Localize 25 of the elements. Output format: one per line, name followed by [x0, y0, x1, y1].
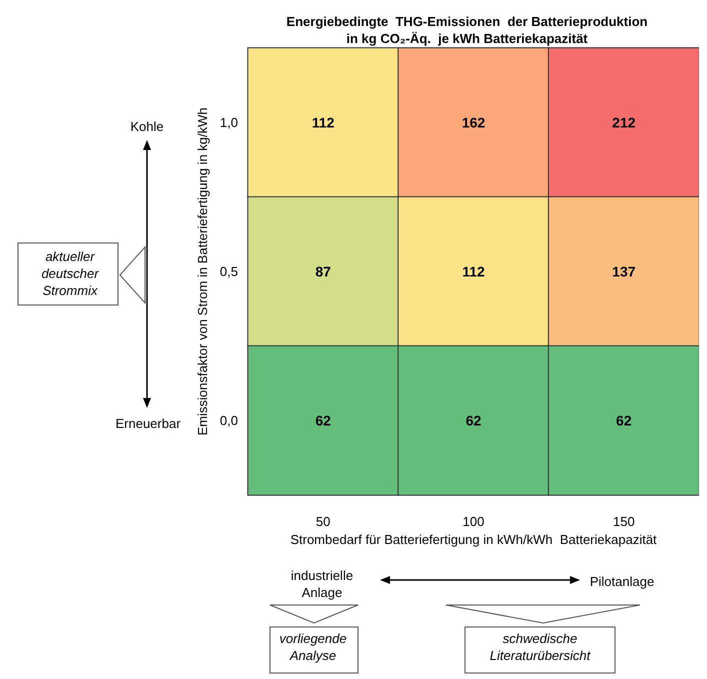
x-axis-title: Strombedarf für Batteriefertigung in kWh/kWh Batteriekapazität — [290, 532, 658, 547]
y-tick-label: 1,0 — [220, 115, 238, 130]
chart-title: Energiebedingte THG-Emissionen der Batterieproduktion in kg CO₂-Äq. je kWh Batteriekapazität — [286, 14, 648, 46]
y-axis-title: Emissionsfaktor von Strom in Batteriefertigung in kg/kWh — [195, 107, 210, 436]
data-label: 212 — [612, 114, 636, 130]
x-tick-label: 150 — [612, 514, 635, 529]
x-tick-label: 50 — [316, 514, 330, 529]
x-tick-label: 100 — [462, 514, 484, 529]
text: industrielle Anlage — [290, 568, 354, 600]
data-label: 112 — [312, 114, 335, 130]
data-label: 137 — [612, 264, 636, 280]
text: Erneuerbar — [115, 416, 182, 431]
data-label: 62 — [616, 412, 632, 428]
data-label: 112 — [462, 264, 486, 280]
text: vorliegende Analyse — [279, 631, 347, 663]
data-label: 62 — [315, 412, 332, 428]
y-tick-label: 0,0 — [220, 413, 238, 428]
text: Kohle — [130, 119, 164, 134]
data-label: 87 — [315, 264, 332, 280]
text: schwedische Literaturübersicht — [490, 631, 592, 663]
data-label: 62 — [466, 412, 482, 428]
y-tick-label: 0,5 — [220, 264, 238, 279]
text: Pilotanlage — [590, 574, 654, 589]
data-label: 162 — [462, 114, 486, 130]
text: aktueller deutscher Strommix — [41, 249, 100, 298]
